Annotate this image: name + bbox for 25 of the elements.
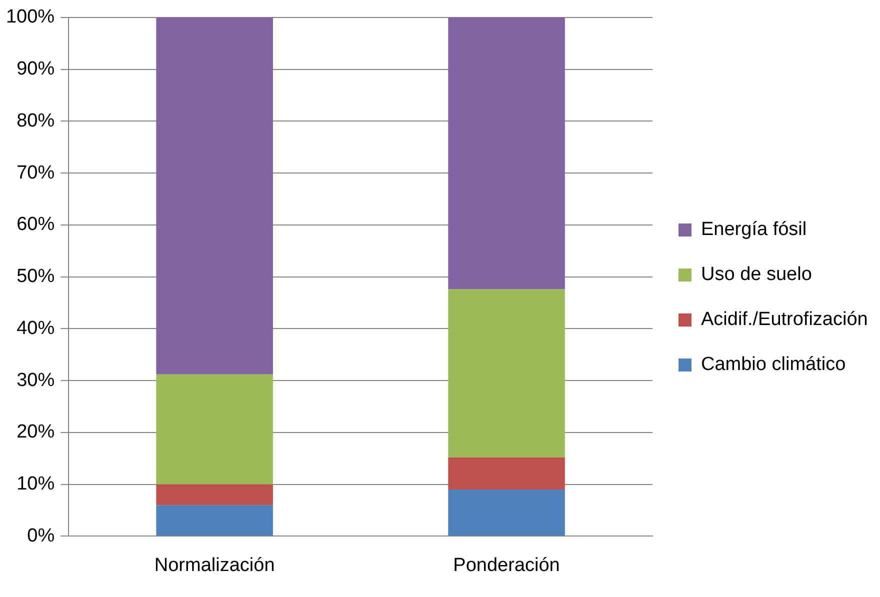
bar (156, 505, 273, 536)
legend-label: Acidif./Eutrofización (701, 309, 868, 330)
y-tick-label: 60% (16, 214, 55, 236)
legend-label: Cambio climático (701, 354, 846, 376)
x-tick-label: Normalización (154, 554, 275, 576)
y-tick-label: 70% (16, 162, 55, 184)
bar (448, 490, 565, 536)
y-tick-label: 30% (16, 370, 55, 391)
bar (156, 17, 273, 374)
y-tick-label: 10% (16, 474, 55, 495)
y-tick-label: 100% (6, 6, 55, 28)
y-tick-label: 80% (16, 110, 55, 132)
legend-label: Energía fósil (701, 219, 807, 240)
bar (156, 484, 273, 506)
bar (448, 17, 565, 290)
bar (448, 457, 565, 490)
bar (156, 374, 273, 484)
y-tick-label: 0% (27, 525, 55, 546)
y-tick-label: 50% (16, 266, 55, 288)
y-tick-label: 20% (16, 422, 55, 443)
bar (448, 289, 565, 458)
y-tick-label: 90% (16, 58, 55, 80)
y-tick-label: 40% (16, 318, 55, 339)
x-tick-label: Ponderación (453, 554, 560, 576)
legend-label: Uso de suelo (701, 264, 812, 286)
